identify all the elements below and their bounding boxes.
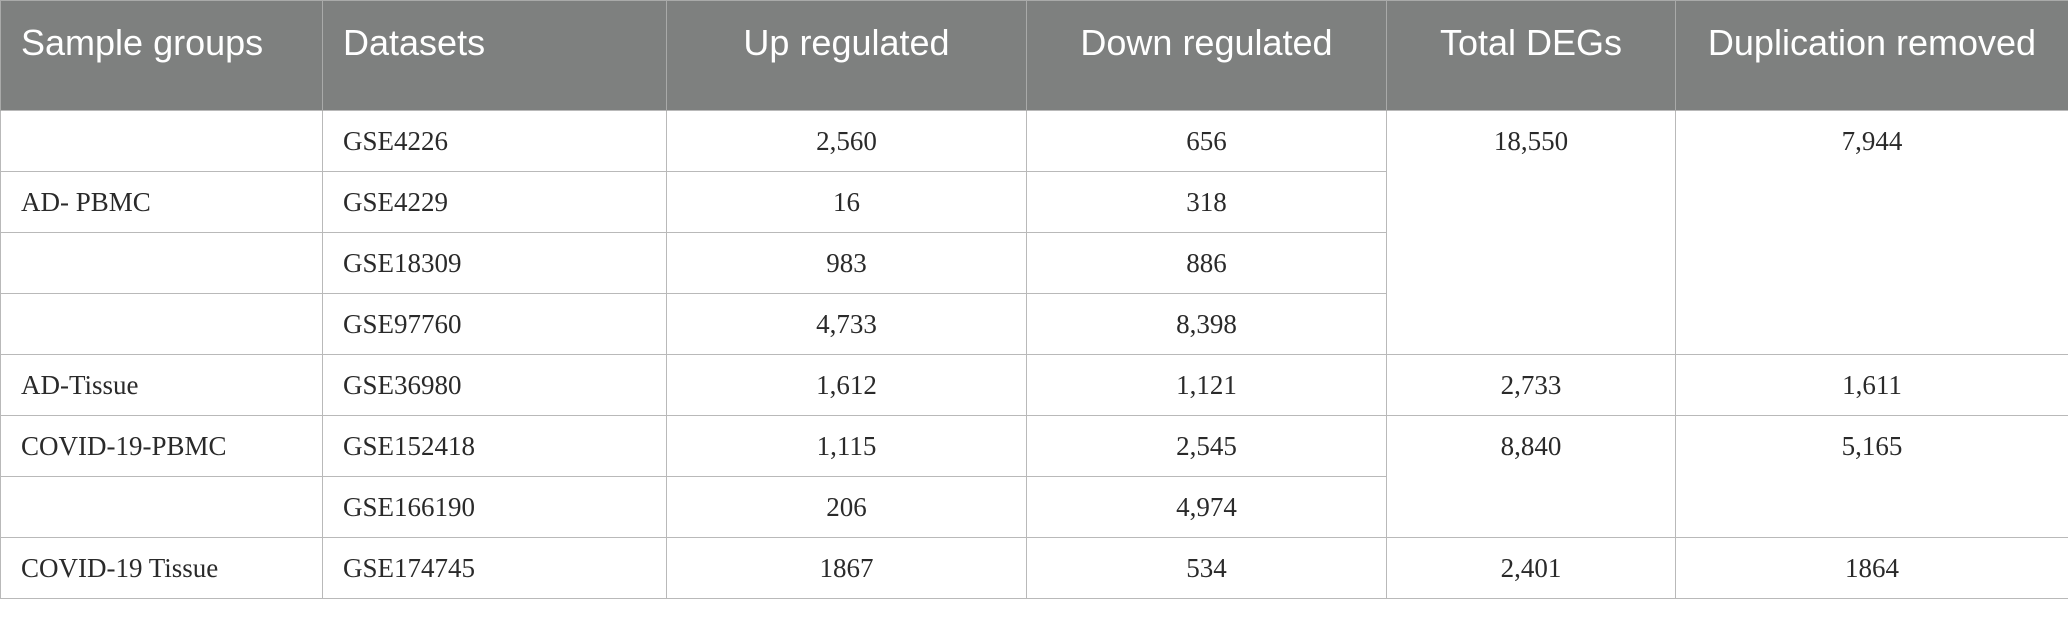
up-regulated-cell: 16 [666, 171, 1027, 233]
sample-group-cell-empty [0, 232, 323, 294]
table-body: GSE4226 2,560 656 18,550 7,944 AD- PBMC … [0, 110, 2068, 599]
table-header: Sample groups Datasets Up regulated Down… [0, 0, 2068, 111]
header-datasets: Datasets [322, 0, 667, 111]
table-row: GSE97760 4,733 8,398 [0, 293, 2068, 355]
total-degs-cell: 2,401 [1386, 537, 1676, 599]
duplication-removed-cell: 7,944 [1675, 110, 2068, 355]
header-sample-groups: Sample groups [0, 0, 323, 111]
dataset-cell: GSE36980 [322, 354, 667, 416]
down-regulated-cell: 4,974 [1026, 476, 1387, 538]
dataset-cell: GSE4229 [322, 171, 667, 233]
dataset-cell: GSE152418 [322, 415, 667, 477]
down-regulated-cell: 656 [1026, 110, 1387, 172]
up-regulated-cell: 2,560 [666, 110, 1027, 172]
table-row: COVID-19 Tissue GSE174745 1867 534 2,401… [0, 537, 2068, 599]
duplication-removed-cell: 1,611 [1675, 354, 2068, 416]
dataset-cell: GSE174745 [322, 537, 667, 599]
dataset-cell: GSE166190 [322, 476, 667, 538]
table-row: COVID-19-PBMC GSE152418 1,115 2,545 8,84… [0, 415, 2068, 538]
down-regulated-cell: 318 [1026, 171, 1387, 233]
down-regulated-cell: 534 [1026, 537, 1387, 599]
duplication-removed-cell: 5,165 [1675, 415, 2068, 538]
sample-group-cell-empty [0, 110, 323, 172]
dataset-cell: GSE18309 [322, 232, 667, 294]
sample-group-cell: AD-Tissue [0, 354, 323, 416]
down-regulated-cell: 2,545 [1026, 415, 1387, 477]
up-regulated-cell: 206 [666, 476, 1027, 538]
down-regulated-cell: 886 [1026, 232, 1387, 294]
header-total-degs: Total DEGs [1386, 0, 1676, 111]
up-regulated-cell: 1,612 [666, 354, 1027, 416]
header-duplication-removed: Duplication removed [1675, 0, 2068, 111]
header-down-regulated: Down regulated [1026, 0, 1387, 111]
sample-group-cell: COVID-19-PBMC [0, 415, 323, 477]
table-row: GSE166190 206 4,974 [0, 476, 2068, 538]
table-row: GSE4226 2,560 656 18,550 7,944 [0, 110, 2068, 355]
dataset-cell: GSE4226 [322, 110, 667, 172]
total-degs-cell: 2,733 [1386, 354, 1676, 416]
table-row: AD-Tissue GSE36980 1,612 1,121 2,733 1,6… [0, 354, 2068, 416]
up-regulated-cell: 4,733 [666, 293, 1027, 355]
sample-group-cell-empty [0, 476, 323, 538]
sample-group-cell-empty [0, 293, 323, 355]
up-regulated-cell: 983 [666, 232, 1027, 294]
down-regulated-cell: 1,121 [1026, 354, 1387, 416]
sample-group-cell: AD- PBMC [0, 171, 323, 233]
header-up-regulated: Up regulated [666, 0, 1027, 111]
down-regulated-cell: 8,398 [1026, 293, 1387, 355]
duplication-removed-cell: 1864 [1675, 537, 2068, 599]
sample-group-cell: COVID-19 Tissue [0, 537, 323, 599]
up-regulated-cell: 1,115 [666, 415, 1027, 477]
total-degs-cell: 18,550 [1386, 110, 1676, 355]
up-regulated-cell: 1867 [666, 537, 1027, 599]
deg-summary-table: Sample groups Datasets Up regulated Down… [0, 0, 2068, 599]
dataset-cell: GSE97760 [322, 293, 667, 355]
total-degs-cell: 8,840 [1386, 415, 1676, 538]
table-row: GSE18309 983 886 [0, 232, 2068, 294]
header-row: Sample groups Datasets Up regulated Down… [0, 0, 2068, 111]
